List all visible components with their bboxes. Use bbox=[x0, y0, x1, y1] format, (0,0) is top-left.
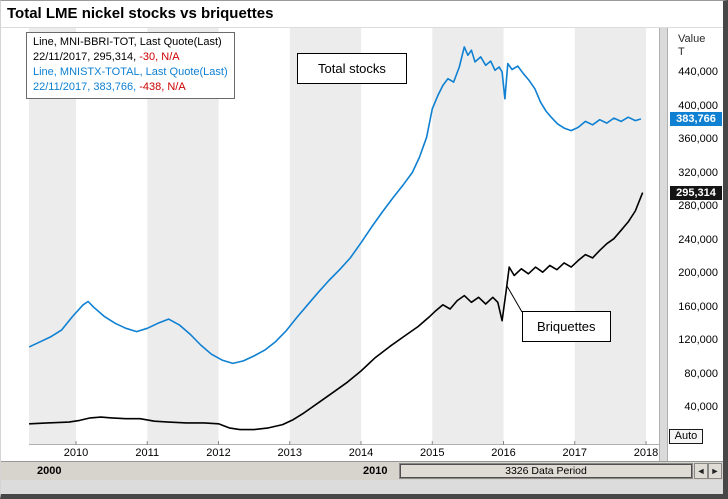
y-tick-label: 320,000 bbox=[678, 166, 718, 179]
y-tick-label: 440,000 bbox=[678, 66, 718, 78]
last-value-badge-briquettes: 295,314 bbox=[670, 186, 722, 201]
legend-line: Line, MNI-BBRI-TOT, Last Quote(Last) bbox=[33, 35, 228, 50]
annotation-briquettes[interactable]: Briquettes bbox=[522, 311, 611, 342]
legend-line: 22/11/2017, 383,766, -438, N/A bbox=[33, 80, 228, 95]
axis-divider-strip bbox=[659, 28, 668, 461]
y-tick-label: 360,000 bbox=[678, 133, 718, 145]
y-axis-value-label: Value bbox=[678, 33, 706, 45]
nav-date-2010: 2010 bbox=[363, 465, 388, 477]
legend-text-segment: Line, MNI-BBRI-TOT, Last Quote(Last) bbox=[33, 36, 222, 48]
x-tick-label: 2014 bbox=[348, 447, 374, 459]
nav-date-2000: 2000 bbox=[37, 465, 62, 477]
legend-text-segment: Line, MNISTX-TOTAL, Last Quote(Last) bbox=[33, 66, 228, 78]
scroll-right-arrow-button[interactable]: ► bbox=[708, 463, 722, 479]
y-axis: Value T 383,766 295,314 Auto 440,000 400,… bbox=[669, 28, 723, 461]
y-tick-label: 400,000 bbox=[678, 99, 718, 112]
briquettes-line bbox=[28, 192, 644, 431]
y-tick-label: 280,000 bbox=[678, 200, 718, 212]
y-tick-label: 200,000 bbox=[678, 267, 718, 279]
annotation-total-stocks[interactable]: Total stocks bbox=[297, 53, 407, 84]
chart-title: Total LME nickel stocks vs briquettes bbox=[7, 5, 274, 22]
y-tick-label: 160,000 bbox=[678, 300, 718, 313]
y-tick-label: 240,000 bbox=[678, 233, 718, 246]
legend-line: 22/11/2017, 295,314, -30, N/A bbox=[33, 50, 228, 65]
scroll-left-arrow-button[interactable]: ◄ bbox=[694, 463, 708, 479]
legend-text-segment: 22/11/2017, 383,766, bbox=[33, 81, 140, 93]
x-tick-label: 2016 bbox=[491, 447, 516, 459]
x-tick-label: 2018 bbox=[633, 447, 659, 459]
status-strip bbox=[1, 480, 723, 494]
x-tick-label: 2017 bbox=[562, 447, 587, 459]
x-tick-label: 2013 bbox=[277, 447, 302, 459]
x-tick-label: 2011 bbox=[135, 447, 160, 459]
legend-text-segment: -438, N/A bbox=[139, 81, 186, 93]
auto-scale-button[interactable]: Auto bbox=[669, 429, 703, 444]
y-axis-unit-label: T bbox=[678, 46, 685, 58]
legend: Line, MNI-BBRI-TOT, Last Quote(Last) 22/1… bbox=[26, 32, 235, 99]
x-axis: 2010 2011 2012 2013 2014 2015 2016 2017 2018 bbox=[29, 447, 659, 460]
y-tick-label: 40,000 bbox=[684, 401, 718, 413]
total-stocks-line bbox=[28, 46, 642, 365]
legend-line: Line, MNISTX-TOTAL, Last Quote(Last) bbox=[33, 65, 228, 80]
scrollbar-thumb[interactable]: 3326 Data Period bbox=[400, 464, 692, 478]
y-tick-label: 120,000 bbox=[678, 334, 718, 346]
year-band bbox=[289, 28, 362, 445]
timeline-navigator[interactable]: 2000 2010 3326 Data Period ◄ ► bbox=[1, 461, 723, 480]
y-axis-title: Value T bbox=[678, 33, 705, 59]
x-tick-label: 2012 bbox=[206, 447, 231, 459]
year-band bbox=[574, 28, 647, 445]
legend-text-segment: 22/11/2017, 295,314, bbox=[33, 51, 140, 63]
x-tick-label: 2010 bbox=[63, 447, 89, 459]
year-band bbox=[432, 28, 504, 445]
title-bar: Total LME nickel stocks vs briquettes bbox=[1, 1, 723, 28]
x-tick-label: 2015 bbox=[420, 447, 445, 459]
scrollbar-track[interactable]: 3326 Data Period bbox=[399, 463, 693, 479]
legend-text-segment: -30, N/A bbox=[139, 51, 180, 63]
last-value-badge-total-stocks: 383,766 bbox=[670, 112, 722, 127]
briquettes-leader-line bbox=[506, 285, 523, 313]
y-tick-label: 80,000 bbox=[684, 367, 718, 380]
